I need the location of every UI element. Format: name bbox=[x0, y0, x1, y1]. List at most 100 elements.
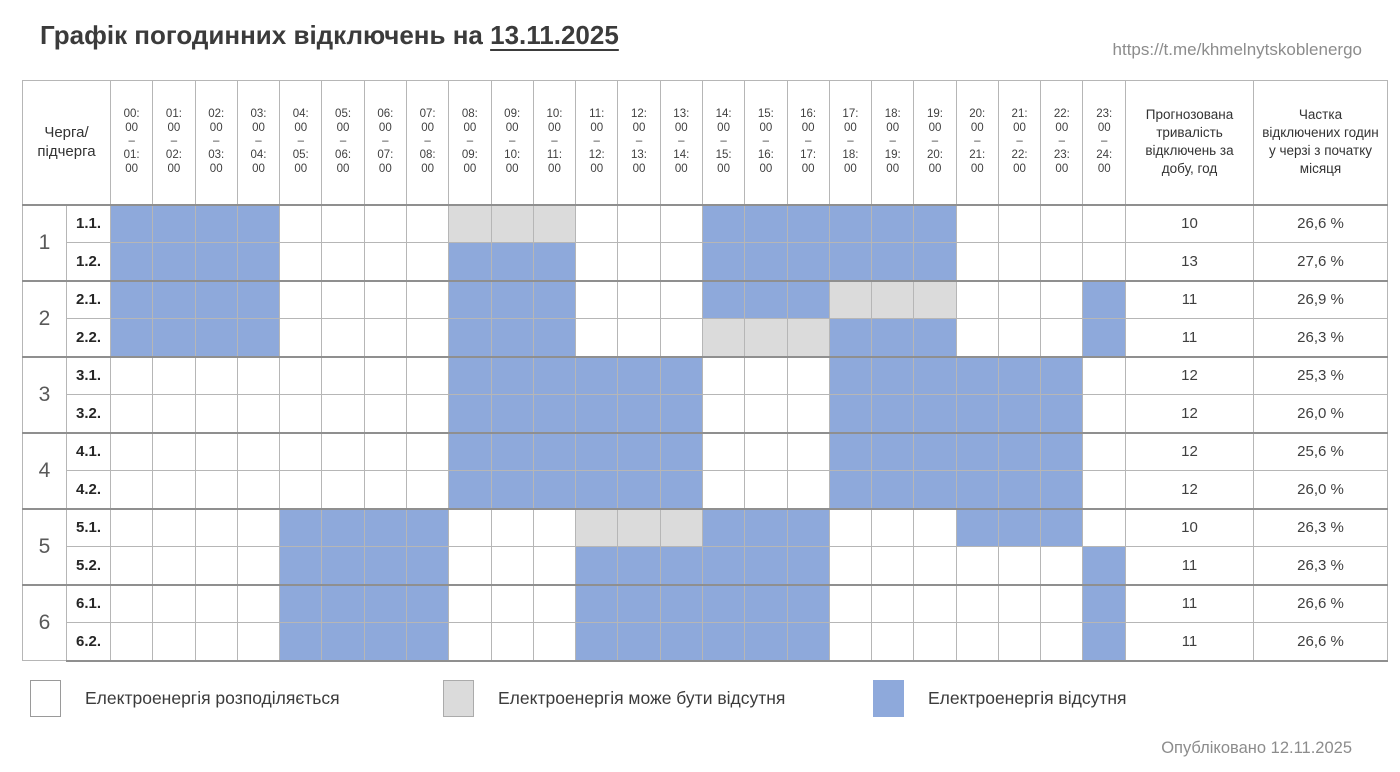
hour-header: 03: 00–04: 00 bbox=[236, 80, 281, 206]
cell-distributed bbox=[152, 507, 196, 547]
hour-header: 21: 00–22: 00 bbox=[997, 80, 1042, 206]
cell-absent bbox=[363, 583, 407, 623]
cell-distributed bbox=[405, 431, 450, 471]
telegram-channel-link[interactable]: https://t.me/khmelnytskoblenergo bbox=[1112, 40, 1362, 59]
cell-absent bbox=[997, 394, 1042, 433]
cell-absent bbox=[236, 318, 281, 357]
cell-absent bbox=[236, 279, 281, 319]
cell-absent bbox=[575, 622, 619, 662]
share-value: 26,3 % bbox=[1253, 546, 1388, 585]
cell-distributed bbox=[1082, 431, 1126, 471]
cell-distributed bbox=[236, 470, 281, 509]
hour-header: 00: 00–01: 00 bbox=[109, 80, 154, 206]
corner-header: Черга/підчерга bbox=[22, 80, 111, 206]
cell-maybe-absent bbox=[532, 203, 577, 243]
cell-distributed bbox=[405, 318, 450, 357]
cell-absent bbox=[659, 622, 703, 662]
schedule-row: 2 2.1. 11 26,9 % bbox=[22, 279, 1388, 357]
cell-distributed bbox=[701, 470, 746, 509]
cell-distributed bbox=[955, 279, 999, 319]
cell-distributed bbox=[279, 431, 323, 471]
legend-label-absent: Електроенергія відсутня bbox=[928, 687, 1127, 708]
cell-absent bbox=[955, 470, 999, 509]
schedule-row: 4.2. 12 26,0 % bbox=[23, 470, 1388, 509]
cell-distributed bbox=[321, 394, 365, 433]
cell-absent bbox=[448, 470, 492, 509]
queue-number: 2 bbox=[22, 279, 67, 357]
cell-absent bbox=[1040, 470, 1084, 509]
cell-distributed bbox=[617, 242, 661, 281]
cell-distributed bbox=[997, 583, 1042, 623]
share-value: 26,0 % bbox=[1253, 394, 1388, 433]
hour-header: 12: 00–13: 00 bbox=[617, 80, 661, 206]
cell-maybe-absent bbox=[744, 318, 788, 357]
cell-absent bbox=[786, 203, 830, 243]
cell-distributed bbox=[575, 242, 619, 281]
cell-absent bbox=[490, 318, 534, 357]
cell-absent bbox=[152, 279, 196, 319]
cell-absent bbox=[1040, 355, 1084, 395]
cell-absent bbox=[659, 355, 703, 395]
hour-header: 17: 00–18: 00 bbox=[828, 80, 873, 206]
cell-absent bbox=[997, 355, 1042, 395]
subqueue-label: 3.1. bbox=[66, 355, 111, 395]
cell-absent bbox=[955, 507, 999, 547]
cell-distributed bbox=[659, 242, 703, 281]
cell-distributed bbox=[109, 470, 154, 509]
cell-distributed bbox=[1040, 279, 1084, 319]
cell-distributed bbox=[236, 355, 281, 395]
cell-absent bbox=[744, 583, 788, 623]
cell-absent bbox=[871, 318, 915, 357]
cell-distributed bbox=[109, 546, 154, 585]
subqueue-label: 2.1. bbox=[66, 279, 111, 319]
cell-absent bbox=[871, 355, 915, 395]
cell-maybe-absent bbox=[575, 507, 619, 547]
cell-absent bbox=[828, 394, 873, 433]
duration-value: 11 bbox=[1125, 318, 1254, 357]
cell-distributed bbox=[236, 622, 281, 662]
hour-header: 16: 00–17: 00 bbox=[786, 80, 830, 206]
cell-absent bbox=[279, 546, 323, 585]
cell-absent bbox=[321, 546, 365, 585]
hour-header: 22: 00–23: 00 bbox=[1040, 80, 1084, 206]
cell-distributed bbox=[405, 355, 450, 395]
cell-distributed bbox=[279, 279, 323, 319]
cell-absent bbox=[659, 431, 703, 471]
cell-distributed bbox=[236, 394, 281, 433]
hour-header: 02: 00–03: 00 bbox=[194, 80, 238, 206]
cell-distributed bbox=[744, 355, 788, 395]
header-row: Черга/підчерга 00: 00–01: 00 01: 00–02: 00 02: 0… bbox=[22, 80, 1388, 206]
cell-absent bbox=[828, 355, 873, 395]
hour-header: 05: 00–06: 00 bbox=[321, 80, 365, 206]
cell-distributed bbox=[363, 242, 407, 281]
cell-absent bbox=[236, 203, 281, 243]
cell-distributed bbox=[1082, 394, 1126, 433]
cell-distributed bbox=[871, 546, 915, 585]
cell-distributed bbox=[617, 279, 661, 319]
hour-header: 11: 00–12: 00 bbox=[575, 80, 619, 206]
cell-distributed bbox=[152, 546, 196, 585]
hour-header: 19: 00–20: 00 bbox=[913, 80, 957, 206]
duration-value: 12 bbox=[1125, 355, 1254, 395]
cell-absent bbox=[405, 583, 450, 623]
cell-distributed bbox=[109, 394, 154, 433]
cell-distributed bbox=[659, 203, 703, 243]
cell-absent bbox=[1082, 279, 1126, 319]
cell-absent bbox=[1040, 431, 1084, 471]
hour-header: 14: 00–15: 00 bbox=[701, 80, 746, 206]
cell-absent bbox=[575, 470, 619, 509]
published-date: Опубліковано 12.11.2025 bbox=[1161, 738, 1352, 757]
schedule-row: 1.2. 13 27,6 % bbox=[23, 242, 1388, 281]
cell-distributed bbox=[532, 622, 577, 662]
cell-distributed bbox=[279, 203, 323, 243]
cell-absent bbox=[490, 355, 534, 395]
cell-absent bbox=[152, 203, 196, 243]
cell-distributed bbox=[152, 583, 196, 623]
cell-absent bbox=[448, 355, 492, 395]
cell-distributed bbox=[236, 507, 281, 547]
cell-distributed bbox=[786, 394, 830, 433]
cell-absent bbox=[617, 546, 661, 585]
hour-header: 01: 00–02: 00 bbox=[152, 80, 196, 206]
cell-distributed bbox=[194, 394, 238, 433]
cell-absent bbox=[152, 318, 196, 357]
